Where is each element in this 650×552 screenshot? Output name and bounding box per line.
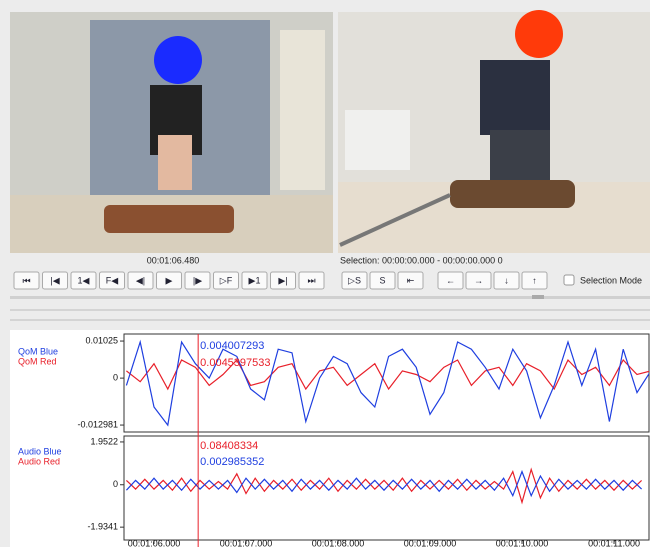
control-bar: ⏮ |◀ 1◀ F◀ ◀| ▶ |▶ ▷F ▶1 ▶| ⏭ ▷S S ⇤ ← → ↓ ↑ <box>13 271 548 290</box>
y-tick-label: -1.9341 <box>87 522 118 532</box>
control-button[interactable] <box>184 271 211 290</box>
control-button[interactable] <box>493 271 520 290</box>
control-button-label[interactable]: |▶ <box>193 275 202 285</box>
control-button[interactable] <box>99 271 125 290</box>
control-button-label[interactable]: ▶ <box>166 275 173 285</box>
selection-mode-checkbox[interactable] <box>563 274 575 286</box>
control-button[interactable] <box>70 271 97 290</box>
control-button[interactable] <box>156 271 182 290</box>
control-button[interactable] <box>241 271 268 290</box>
control-button[interactable] <box>42 271 68 290</box>
y-tick-label: 1.9522 <box>90 436 118 446</box>
x-tick-label: 00:01:09.000 <box>404 538 457 547</box>
control-button-label[interactable]: → <box>474 275 483 285</box>
control-button-label[interactable]: ▶| <box>278 275 287 285</box>
control-button[interactable] <box>437 271 464 290</box>
control-button-label[interactable]: ▷F <box>220 275 233 285</box>
control-button-label[interactable]: ▶1 <box>249 275 261 285</box>
control-button-label[interactable]: S <box>379 275 385 285</box>
control-button-label[interactable]: ↑ <box>532 275 537 285</box>
control-button[interactable] <box>213 271 239 290</box>
x-tick-label: 00:01:07.000 <box>220 538 273 547</box>
selection-info: Selection: 00:00:00.000 - 00:00:00.000 0 <box>340 255 503 265</box>
control-button[interactable] <box>397 271 424 290</box>
series-name: QoM Blue <box>18 346 58 356</box>
control-button[interactable] <box>298 271 325 290</box>
control-button-label[interactable]: F◀ <box>106 275 118 285</box>
control-button-label[interactable]: ◀| <box>136 275 145 285</box>
control-button-label[interactable]: ⇤ <box>407 275 415 285</box>
series-name: QoM Red <box>18 356 57 366</box>
control-button-label[interactable]: |◀ <box>50 275 59 285</box>
selection-mode-label[interactable]: Selection Mode <box>580 275 642 285</box>
control-button[interactable] <box>341 271 368 290</box>
x-tick-label: 00:01:11.000 <box>588 538 640 547</box>
cursor-value: 0.002985352 <box>200 456 264 468</box>
plot-area <box>125 339 649 427</box>
series-line <box>125 339 649 427</box>
plot-area <box>125 467 643 505</box>
current-time: 00:01:06.480 <box>147 255 200 265</box>
control-button[interactable] <box>127 271 154 290</box>
y-tick-label: -0.012981 <box>77 419 118 429</box>
video-left <box>10 12 333 253</box>
splitter[interactable] <box>10 296 650 299</box>
y-tick-label: 0 <box>113 479 118 489</box>
control-button-label[interactable]: ← <box>446 275 455 285</box>
cursor-value: 0.004007293 <box>200 340 264 352</box>
control-button[interactable] <box>13 271 40 290</box>
x-tick-label: 00:01:08.000 <box>312 538 365 547</box>
series-name: Audio Red <box>18 456 60 466</box>
cursor-value: 0.08408334 <box>200 440 258 452</box>
series-line <box>126 358 649 391</box>
control-button-label[interactable]: ↓ <box>504 275 509 285</box>
cursor-value: 0.0045397533 <box>200 357 270 369</box>
x-tick-label: 00:01:10.000 <box>496 538 549 547</box>
series-line <box>125 469 643 498</box>
splitter-handle[interactable] <box>532 295 544 299</box>
control-button[interactable] <box>521 271 548 290</box>
control-button-label[interactable]: ⏭ <box>307 275 315 285</box>
control-button[interactable] <box>465 271 492 290</box>
control-button[interactable] <box>369 271 396 290</box>
video-right <box>338 10 650 253</box>
y-tick-label: 0 <box>113 372 118 382</box>
control-button-label[interactable]: ▷S <box>348 275 361 285</box>
control-button-label[interactable]: ⏮ <box>22 275 30 285</box>
y-tick-label: 0.01025 <box>85 335 118 345</box>
control-button-label[interactable]: 1◀ <box>78 275 90 285</box>
series-name: Audio Blue <box>18 446 62 456</box>
series-line <box>125 467 643 505</box>
control-button[interactable] <box>270 271 296 290</box>
x-tick-label: 00:01:06.000 <box>128 538 181 547</box>
